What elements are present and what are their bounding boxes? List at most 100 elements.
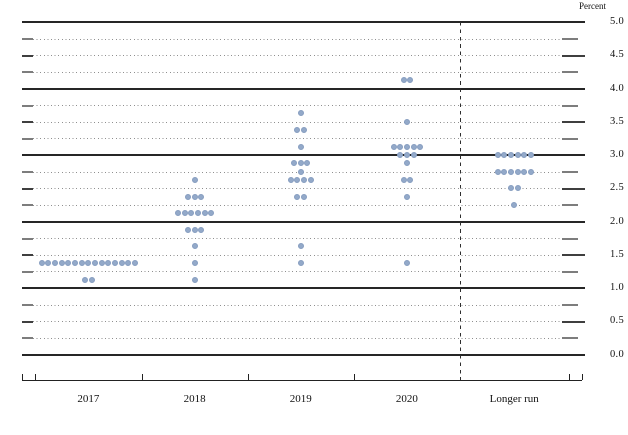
projection-dot (301, 176, 308, 183)
gridline-solid (22, 287, 585, 289)
y-axis-tick-label: 1.0 (609, 282, 624, 293)
projection-dot (403, 143, 410, 150)
projection-dot (417, 143, 424, 150)
gridline-solid (22, 220, 585, 223)
projection-dot (38, 260, 45, 267)
projection-dot (181, 210, 188, 217)
y-axis-tick-label: 0.5 (609, 315, 624, 327)
projection-dot (208, 210, 215, 217)
y-axis-left-tick (22, 38, 33, 41)
x-axis-tick (35, 374, 37, 380)
projection-dot (72, 260, 79, 267)
projection-dot (191, 243, 198, 250)
y-axis-left-tick (22, 104, 33, 107)
projection-dot (397, 143, 404, 150)
projection-dot (297, 160, 304, 167)
y-axis-tick-label: 3.0 (609, 149, 624, 160)
gridline-dotted (33, 138, 562, 140)
y-axis-left-tick (22, 254, 33, 257)
projection-dot (297, 143, 304, 150)
y-axis-tick-label: 4.0 (609, 82, 624, 94)
projection-dot (188, 210, 195, 217)
x-axis-tick (22, 374, 24, 380)
y-axis-left-tick (22, 270, 33, 273)
gridline-dotted (33, 321, 562, 323)
gridline-dotted (33, 38, 562, 40)
x-axis-label: 2020 (395, 393, 418, 405)
projection-dot (98, 260, 105, 267)
projection-dot (527, 168, 534, 175)
projection-dot (507, 168, 514, 175)
projection-dot (407, 176, 414, 183)
projection-dot (191, 226, 198, 233)
gridline-dotted (33, 71, 562, 73)
projection-dot (174, 210, 181, 217)
projection-dot (52, 260, 59, 267)
projection-dot (514, 185, 521, 192)
y-axis-unit-label: Percent (579, 1, 606, 11)
projection-dot (304, 160, 311, 167)
projection-dot (400, 176, 407, 183)
y-axis-left-tick (22, 171, 33, 174)
gridline-dotted (33, 188, 562, 190)
projection-dot (92, 260, 99, 267)
projection-dot (118, 260, 125, 267)
projection-dot (410, 152, 417, 158)
y-axis-left-tick (22, 187, 33, 190)
gridline-solid (22, 21, 585, 23)
projection-dot (191, 276, 198, 283)
y-axis-tick-label: 1.5 (609, 248, 624, 260)
projection-dot (294, 193, 301, 200)
y-axis-tick-label: 2.5 (609, 182, 624, 194)
x-axis-line (22, 379, 582, 381)
gridline-solid (22, 353, 585, 356)
y-axis-right-tick (562, 137, 578, 140)
projection-dot (297, 110, 304, 117)
y-axis-right-tick (562, 237, 578, 240)
projection-dot (403, 260, 410, 267)
projection-dot (184, 226, 191, 233)
y-axis-tick-label: 4.5 (609, 49, 624, 61)
projection-dot (527, 152, 534, 158)
projection-dot (291, 160, 298, 167)
projection-dot (501, 168, 508, 175)
projection-dot (494, 152, 501, 158)
projection-dot (410, 143, 417, 150)
x-axis-label: 2018 (183, 393, 206, 405)
projection-dot (297, 260, 304, 267)
projection-dot (514, 152, 521, 158)
y-axis-right-tick (562, 187, 585, 190)
y-axis-left-tick (22, 204, 33, 207)
gridline-dotted (33, 271, 562, 273)
projection-dot (521, 168, 528, 175)
y-axis-right-tick (562, 54, 585, 57)
y-axis-left-tick (22, 320, 33, 323)
y-axis-right-tick (562, 104, 578, 107)
x-axis-tick (354, 374, 356, 380)
projection-dot (403, 118, 410, 125)
y-axis-left-tick (22, 71, 33, 74)
gridline-dotted (33, 304, 562, 306)
y-axis-right-tick (562, 71, 578, 74)
projection-dot (297, 168, 304, 175)
gridline-solid (22, 87, 585, 90)
projection-dot (397, 152, 404, 158)
projection-dot (287, 176, 294, 183)
projection-dot (201, 210, 208, 217)
projection-dot (125, 260, 132, 267)
projection-dot (294, 127, 301, 134)
gridline-dotted (33, 204, 562, 206)
projection-dot (82, 276, 89, 283)
projection-dot (58, 260, 65, 267)
y-axis-right-tick (562, 337, 578, 340)
y-axis-right-tick (562, 204, 578, 207)
projection-dot (65, 260, 72, 267)
y-axis-right-tick (562, 304, 578, 307)
projection-dot (184, 193, 191, 200)
projection-dot (191, 260, 198, 267)
gridline-dotted (33, 121, 562, 123)
y-axis-left-tick (22, 337, 33, 340)
projection-dot (403, 193, 410, 200)
y-axis-right-tick (562, 171, 578, 174)
